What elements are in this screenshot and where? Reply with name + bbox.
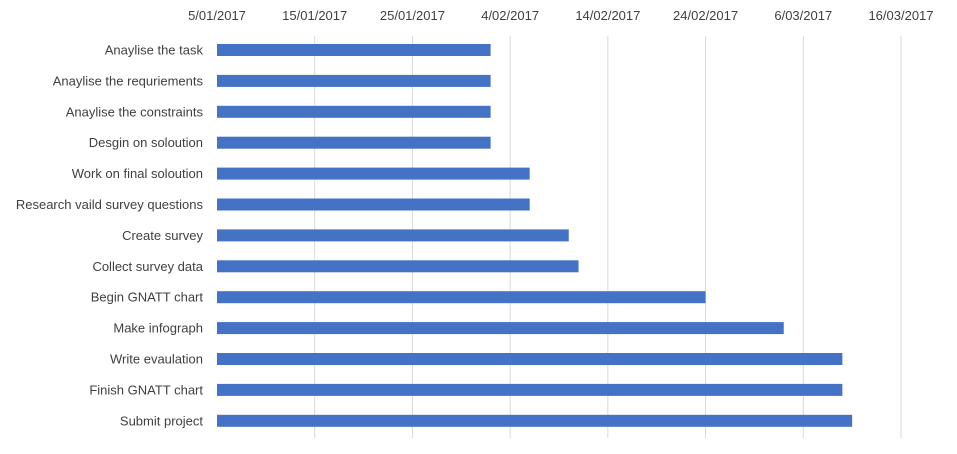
task-label: Anaylise the task — [105, 43, 204, 58]
task-bar — [217, 44, 491, 56]
task-labels: Anaylise the task Anaylise the requriemen… — [16, 43, 204, 429]
task-bar — [217, 167, 530, 180]
task-bar — [217, 229, 569, 242]
x-tick-label: 6/03/2017 — [774, 8, 832, 23]
date-axis: 5/01/2017 15/01/2017 25/01/2017 4/02/2017 14… — [188, 8, 933, 23]
task-label: Anaylise the requriements — [53, 73, 204, 88]
task-bar — [217, 74, 491, 87]
task-bar — [217, 260, 579, 273]
task-label: Work on final soloution — [72, 166, 203, 181]
task-bar — [217, 383, 843, 396]
x-tick-label: 14/02/2017 — [575, 8, 640, 23]
task-bar — [217, 105, 491, 118]
task-label: Create survey — [122, 228, 203, 243]
task-bar — [217, 198, 530, 211]
task-label: Collect survey data — [92, 259, 203, 274]
task-label: Anaylise the constraints — [66, 104, 204, 119]
task-bar — [217, 414, 853, 427]
task-bar — [217, 291, 706, 304]
x-tick-label: 15/01/2017 — [282, 8, 347, 23]
task-label: Make infograph — [113, 321, 203, 336]
task-label: Write evaulation — [110, 352, 203, 367]
x-tick-label: 16/03/2017 — [868, 8, 933, 23]
task-bar — [217, 136, 491, 149]
task-label: Research vaild survey questions — [16, 197, 204, 212]
task-label: Begin GNATT chart — [91, 290, 204, 305]
task-label: Submit project — [120, 413, 203, 428]
x-tick-label: 25/01/2017 — [380, 8, 445, 23]
task-bar — [217, 322, 784, 335]
x-tick-label: 4/02/2017 — [481, 8, 539, 23]
task-bar — [217, 353, 843, 365]
task-bars — [217, 44, 853, 427]
x-tick-label: 24/02/2017 — [673, 8, 738, 23]
task-label: Finish GNATT chart — [89, 382, 203, 397]
task-label: Desgin on soloution — [89, 135, 203, 150]
x-tick-label: 5/01/2017 — [188, 8, 246, 23]
